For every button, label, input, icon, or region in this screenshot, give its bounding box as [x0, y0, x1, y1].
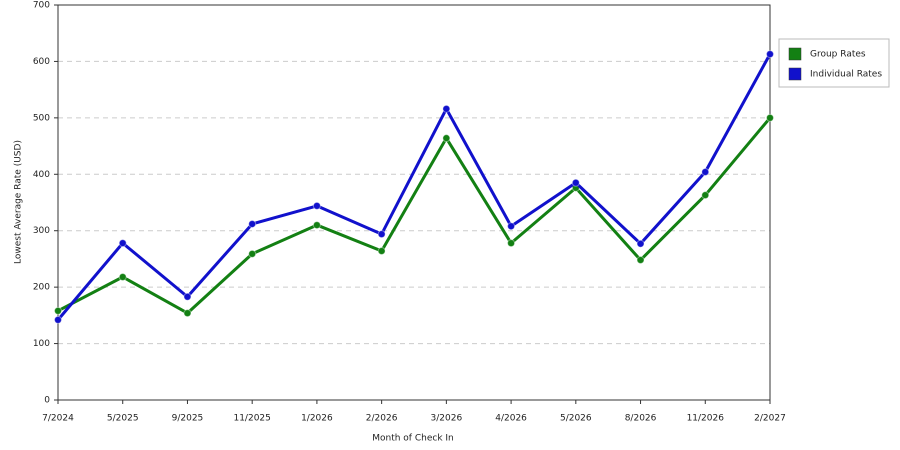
point	[183, 292, 192, 301]
point	[636, 256, 645, 265]
y-tick-label: 700	[33, 1, 50, 11]
point	[312, 201, 321, 210]
x-tick-label: 4/2026	[495, 414, 527, 424]
y-tick-label: 200	[33, 283, 50, 293]
x-tick-label: 11/2025	[233, 414, 270, 424]
point	[571, 178, 580, 187]
point	[636, 239, 645, 248]
legend-label: Group Rates	[810, 50, 866, 60]
point	[701, 191, 710, 200]
point	[701, 168, 710, 177]
point	[507, 239, 516, 248]
x-tick-label: 5/2026	[560, 414, 592, 424]
x-tick-label: 3/2026	[431, 414, 463, 424]
point	[248, 249, 257, 258]
point	[54, 315, 62, 324]
x-tick-label: 9/2025	[172, 414, 204, 424]
legend-swatch	[788, 67, 802, 81]
y-tick-label: 300	[33, 226, 50, 236]
y-tick-label: 500	[33, 113, 50, 123]
point	[507, 222, 516, 231]
point	[766, 113, 774, 122]
point	[118, 272, 127, 281]
point	[377, 230, 386, 239]
point	[442, 104, 451, 113]
x-tick-label: 8/2026	[625, 414, 657, 424]
point	[377, 247, 386, 256]
plot-frame	[57, 4, 771, 401]
x-tick-label: 5/2025	[107, 414, 139, 424]
y-tick-label: 400	[33, 170, 50, 180]
x-tick-label: 2/2027	[754, 414, 786, 424]
x-axis-label: Month of Check In	[372, 434, 454, 444]
series-line	[57, 116, 772, 315]
point	[766, 50, 774, 59]
point	[54, 306, 62, 315]
point	[118, 239, 127, 248]
x-tick-label: 2/2026	[366, 414, 398, 424]
y-tick-label: 600	[33, 57, 50, 67]
y-tick-label: 0	[44, 396, 50, 406]
series-line	[56, 53, 772, 321]
x-tick-label: 1/2026	[301, 414, 333, 424]
legend-label: Individual Rates	[810, 70, 882, 80]
y-axis-label: Lowest Average Rate (USD)	[14, 140, 24, 264]
point	[442, 134, 451, 143]
point	[183, 309, 192, 318]
x-tick-label: 11/2026	[687, 414, 725, 424]
point	[312, 221, 321, 230]
legend-swatch	[788, 47, 802, 61]
y-tick-label: 100	[33, 339, 50, 349]
x-tick-label: 7/2024	[42, 414, 74, 424]
point	[248, 219, 257, 228]
